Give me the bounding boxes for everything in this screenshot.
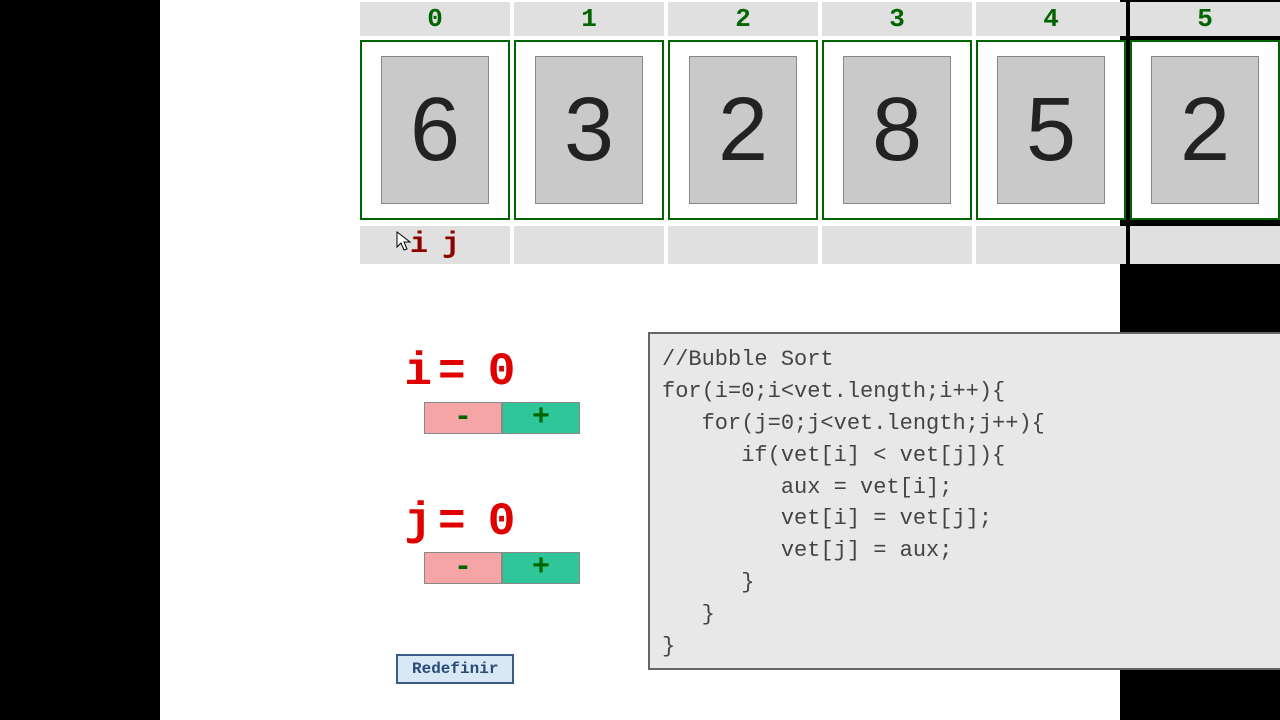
variable-j-buttons: - + (424, 552, 588, 584)
index-cell: 4 (976, 2, 1126, 36)
array-cell: 3 (514, 40, 664, 220)
variable-j-block: j = 0 - + (398, 496, 588, 584)
pointer-i-label: i (410, 228, 428, 262)
index-cell: 2 (668, 2, 818, 36)
array-value: 8 (843, 56, 951, 204)
pointer-row: i j (360, 226, 1280, 264)
pointer-cell (668, 226, 818, 264)
variable-i-name: i (398, 346, 432, 398)
pointer-j-label: j (442, 228, 460, 262)
array-cell: 5 (976, 40, 1126, 220)
j-increment-button[interactable]: + (502, 552, 580, 584)
variable-j-value: 0 (472, 496, 532, 548)
array-value: 2 (1151, 56, 1259, 204)
array-cell: 2 (1130, 40, 1280, 220)
index-cell: 1 (514, 2, 664, 36)
i-decrement-button[interactable]: - (424, 402, 502, 434)
variable-i-buttons: - + (424, 402, 588, 434)
variable-j-name: j (398, 496, 432, 548)
stage: 0 1 2 3 4 5 6 3 2 8 5 2 i j (160, 0, 1120, 720)
array-value: 6 (381, 56, 489, 204)
index-cell: 0 (360, 2, 510, 36)
variable-j-label: j = 0 (398, 496, 588, 548)
equals-sign: = (438, 496, 466, 548)
array-cell: 8 (822, 40, 972, 220)
pointer-cell: i j (360, 226, 510, 264)
variable-i-block: i = 0 - + (398, 346, 588, 434)
array-value: 2 (689, 56, 797, 204)
array-cell: 6 (360, 40, 510, 220)
equals-sign: = (438, 346, 466, 398)
pointer-cell (822, 226, 972, 264)
array-value: 3 (535, 56, 643, 204)
variable-i-value: 0 (472, 346, 532, 398)
code-panel: //Bubble Sort for(i=0;i<vet.length;i++){… (648, 332, 1280, 670)
reset-button[interactable]: Redefinir (396, 654, 514, 684)
pointer-cell (976, 226, 1126, 264)
array-cell: 2 (668, 40, 818, 220)
array-index-row: 0 1 2 3 4 5 (360, 2, 1280, 36)
pointer-cell (514, 226, 664, 264)
array-value: 5 (997, 56, 1105, 204)
array-row: 6 3 2 8 5 2 (360, 40, 1280, 220)
index-cell: 3 (822, 2, 972, 36)
pointer-cell (1130, 226, 1280, 264)
index-cell: 5 (1130, 2, 1280, 36)
j-decrement-button[interactable]: - (424, 552, 502, 584)
variable-i-label: i = 0 (398, 346, 588, 398)
i-increment-button[interactable]: + (502, 402, 580, 434)
